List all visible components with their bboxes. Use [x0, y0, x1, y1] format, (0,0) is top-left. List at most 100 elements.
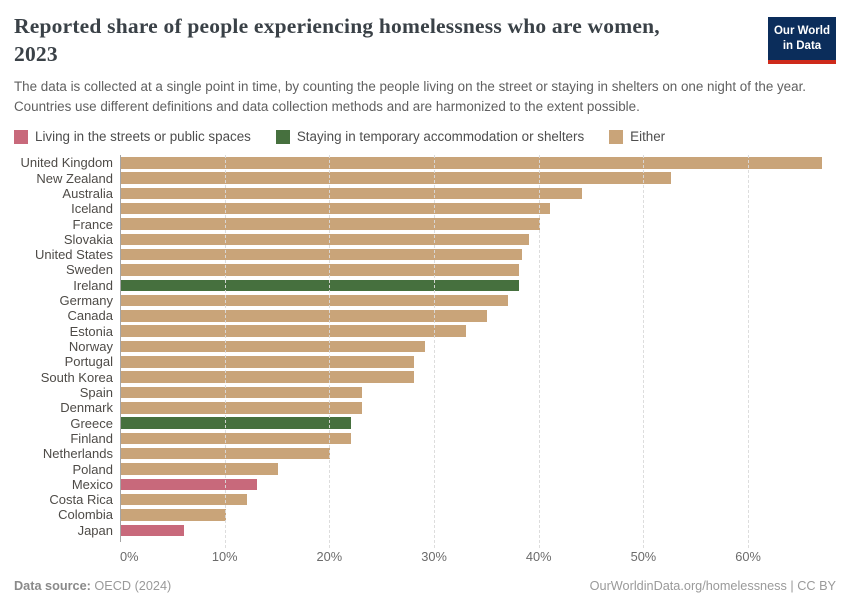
country-label: Iceland: [71, 201, 113, 217]
footer-right: OurWorldinData.org/homelessness | CC BY: [590, 579, 836, 593]
x-tick-label: 0%: [120, 548, 139, 564]
legend-item-shelter[interactable]: Staying in temporary accommodation or sh…: [275, 129, 585, 145]
y-axis-line: [120, 155, 121, 542]
bar[interactable]: [121, 463, 279, 475]
bar-row: Iceland: [14, 201, 836, 216]
plot-area: United Kingdom New Zealand Australia Icelan…: [14, 155, 836, 548]
legend-item-either[interactable]: Either: [609, 129, 665, 144]
footer-link[interactable]: OurWorldinData.org/homelessness: [589, 578, 787, 593]
bar[interactable]: [121, 157, 823, 169]
header: Reported share of people experiencing ho…: [14, 13, 836, 69]
bar-track: [120, 187, 836, 200]
country-label: United States: [34, 247, 113, 263]
x-tick-label: 60%: [735, 548, 761, 564]
bar-track: [120, 402, 836, 414]
bar-row: Mexico: [14, 477, 836, 492]
chart-subtitle: The data is collected at a single point …: [14, 78, 807, 114]
bar-row: France: [14, 216, 836, 232]
bar[interactable]: [121, 172, 671, 184]
bar-track: [120, 463, 836, 475]
bar-track: [120, 325, 836, 337]
bar-track: [120, 493, 836, 506]
bar-track: [120, 386, 836, 399]
bar-row: Colombia: [14, 507, 836, 522]
country-label: Costa Rica: [49, 492, 113, 508]
plot-rows: United Kingdom New Zealand Australia Icelan…: [14, 155, 836, 538]
bar[interactable]: [121, 509, 226, 521]
bar[interactable]: [121, 310, 488, 322]
owid-logo[interactable]: Our World in Data: [768, 17, 836, 64]
country-label: Ireland: [73, 277, 113, 293]
bar-track: [120, 432, 836, 445]
bar-row: Portugal: [14, 354, 836, 369]
bar-track: [120, 172, 836, 184]
footer: Data source: OECD (2024) OurWorldinData.…: [14, 579, 836, 593]
bar[interactable]: [121, 233, 530, 246]
bar-track: [120, 509, 836, 521]
bar[interactable]: [121, 340, 425, 353]
bar-row: Japan: [14, 523, 836, 538]
bar-track: [120, 417, 836, 429]
bar-track: [120, 218, 836, 230]
bar[interactable]: [121, 432, 352, 445]
country-label: New Zealand: [36, 170, 113, 186]
bar[interactable]: [121, 279, 519, 291]
country-label: Portugal: [64, 354, 113, 370]
bar-track: [120, 157, 836, 169]
license-badge: CC BY: [797, 578, 836, 593]
logo-line-1: Our World: [773, 25, 830, 37]
bar[interactable]: [121, 218, 540, 230]
bar[interactable]: [121, 187, 582, 200]
legend-label-street: Living in the streets or public spaces: [35, 129, 251, 145]
bar[interactable]: [121, 202, 551, 215]
legend-item-street[interactable]: Living in the streets or public spaces: [14, 129, 251, 144]
bar-row: Denmark: [14, 400, 836, 415]
bar-track: [120, 279, 836, 291]
country-label: Netherlands: [42, 446, 113, 462]
bar[interactable]: [121, 493, 247, 506]
bar[interactable]: [121, 264, 519, 276]
x-tick-label: 50%: [630, 548, 657, 564]
bar-row: Ireland: [14, 278, 836, 293]
country-label: South Korea: [40, 369, 113, 385]
country-label: Canada: [67, 308, 113, 324]
bar-row: Germany: [14, 293, 836, 308]
x-tick-label: 10%: [211, 548, 238, 564]
bar[interactable]: [121, 447, 331, 460]
bar-row: Netherlands: [14, 446, 836, 461]
bar-track: [120, 447, 836, 460]
country-label: Poland: [72, 461, 113, 477]
bar-track: [120, 478, 836, 491]
bar[interactable]: [121, 478, 258, 491]
bar[interactable]: [121, 417, 352, 429]
bar-row: New Zealand: [14, 170, 836, 186]
bar-row: Sweden: [14, 262, 836, 277]
bar[interactable]: [121, 524, 184, 536]
x-tick-label: 30%: [421, 548, 447, 564]
logo-line-2: in Data: [782, 39, 822, 52]
country-label: Germany: [59, 293, 113, 309]
bar-row: Costa Rica: [14, 492, 836, 507]
bar-track: [120, 356, 836, 368]
country-label: Denmark: [60, 400, 113, 416]
bar-track: [120, 294, 836, 307]
bar[interactable]: [121, 371, 415, 383]
country-label: Finland: [70, 430, 113, 446]
bar-row: Norway: [14, 339, 836, 354]
bar[interactable]: [121, 325, 467, 337]
bar-track: [120, 524, 836, 536]
legend-label-shelter: Staying in temporary accommodation or sh…: [296, 129, 585, 145]
bar-track: [120, 371, 836, 383]
bar[interactable]: [121, 248, 522, 261]
bar-row: United Kingdom: [14, 155, 836, 170]
country-label: Norway: [68, 339, 113, 354]
bar[interactable]: [121, 294, 509, 307]
country-label: United Kingdom: [20, 155, 114, 171]
bar[interactable]: [121, 402, 362, 414]
country-label: Slovakia: [63, 231, 113, 247]
bar[interactable]: [121, 356, 415, 368]
bar-track: [120, 264, 836, 276]
bar[interactable]: [121, 386, 362, 399]
data-source-value: OECD (2024): [94, 578, 172, 593]
